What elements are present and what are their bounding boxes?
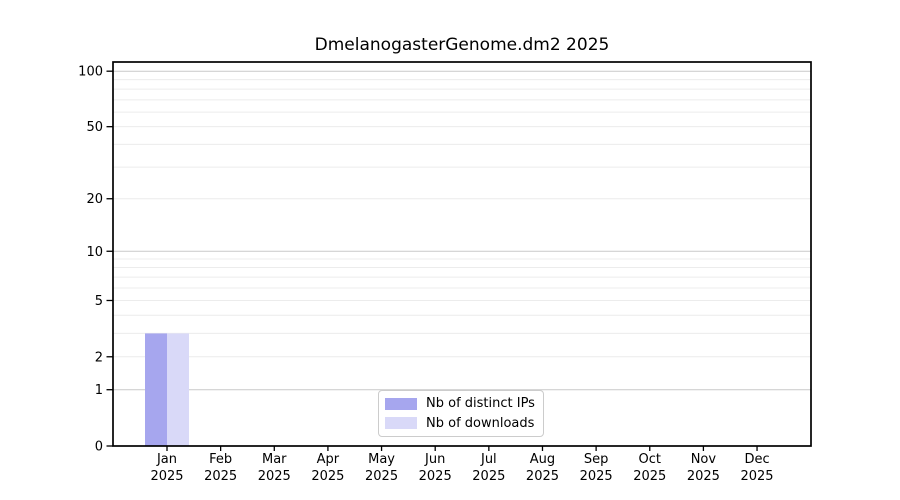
svg-text:2025: 2025: [150, 469, 183, 484]
svg-text:May: May: [368, 452, 395, 467]
svg-text:Sep: Sep: [584, 452, 609, 467]
svg-text:10: 10: [86, 245, 103, 260]
legend-label-distinct-ips: Nb of distinct IPs: [426, 396, 535, 412]
legend-swatch-distinct-ips: [385, 397, 417, 410]
svg-text:Jun: Jun: [424, 452, 445, 467]
svg-text:0: 0: [95, 440, 103, 455]
svg-text:2025: 2025: [526, 469, 559, 484]
chart-legend: Nb of distinct IPs Nb of downloads: [378, 390, 544, 437]
svg-text:100: 100: [78, 65, 103, 80]
svg-text:2025: 2025: [580, 469, 613, 484]
legend-swatch-downloads: [385, 417, 417, 430]
svg-text:Feb: Feb: [209, 452, 232, 467]
svg-text:50: 50: [86, 120, 103, 135]
svg-text:2025: 2025: [740, 469, 773, 484]
svg-text:2025: 2025: [365, 469, 398, 484]
svg-text:1: 1: [95, 383, 103, 398]
svg-text:Oct: Oct: [639, 452, 661, 467]
svg-text:20: 20: [86, 192, 103, 207]
svg-text:2025: 2025: [311, 469, 344, 484]
svg-text:Nov: Nov: [691, 452, 717, 467]
svg-text:Apr: Apr: [317, 452, 340, 467]
svg-text:2025: 2025: [633, 469, 666, 484]
svg-text:Jan: Jan: [156, 452, 177, 467]
svg-text:Aug: Aug: [530, 452, 555, 467]
legend-item-downloads: Nb of downloads: [385, 414, 537, 432]
svg-text:2: 2: [95, 350, 103, 365]
svg-text:2025: 2025: [687, 469, 720, 484]
svg-text:Jul: Jul: [480, 452, 497, 467]
svg-text:2025: 2025: [472, 469, 505, 484]
svg-text:2025: 2025: [419, 469, 452, 484]
svg-text:2025: 2025: [204, 469, 237, 484]
legend-item-distinct-ips: Nb of distinct IPs: [385, 395, 537, 413]
svg-text:2025: 2025: [258, 469, 291, 484]
svg-text:Mar: Mar: [262, 452, 287, 467]
chart-title: DmelanogasterGenome.dm2 2025: [314, 35, 610, 55]
svg-text:5: 5: [95, 294, 103, 309]
svg-text:Dec: Dec: [744, 452, 769, 467]
legend-label-downloads: Nb of downloads: [426, 415, 535, 431]
